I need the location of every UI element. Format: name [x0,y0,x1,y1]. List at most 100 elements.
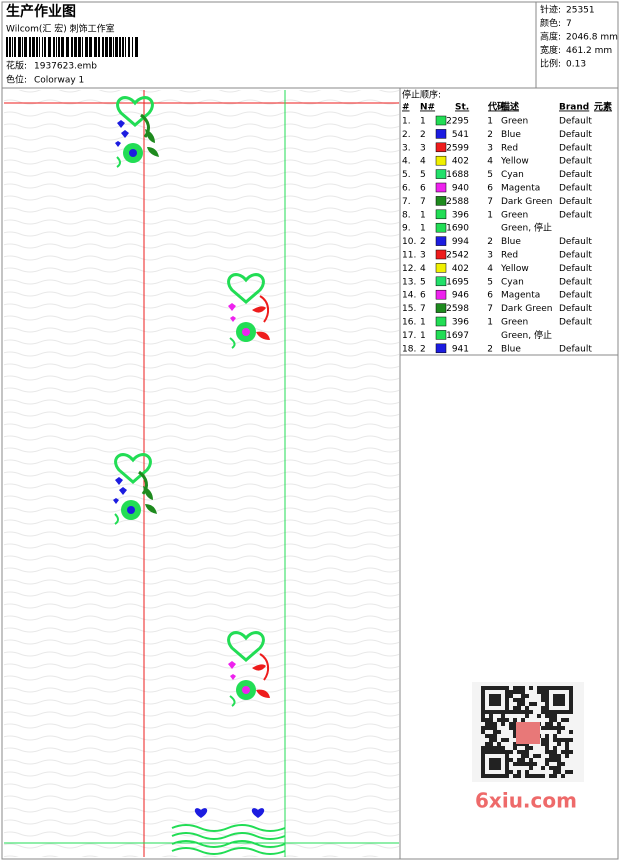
row-number: 12. [402,264,416,274]
qr-module [529,702,533,706]
description: Green, 停止 [501,329,552,341]
row-number: 14. [402,291,416,301]
description: Green [501,210,528,220]
bar [61,37,64,57]
qr-module [541,686,545,690]
qr-module [505,690,509,694]
qr-module [553,774,557,778]
stat-value: 25351 [566,6,595,16]
needle: 7 [420,304,426,314]
bar [85,37,88,57]
bar [71,37,73,57]
qr-module [489,734,493,738]
qr-module [489,750,493,754]
qr-module [489,742,493,746]
qr-module [481,698,485,702]
row-number: 3. [402,143,411,153]
stat-value: 0.13 [566,60,586,70]
hearts [194,808,265,818]
qr-module [513,726,517,730]
qr-module [485,734,489,738]
qr-module [553,738,557,742]
bar [98,37,100,57]
qr-module [509,726,513,730]
qr-module [481,710,485,714]
qr-module [509,694,513,698]
qr-module [557,710,561,714]
needle: 2 [420,344,426,354]
qr-module [561,726,565,730]
bar [132,37,133,57]
needle: 5 [420,170,426,180]
qr-module [517,702,521,706]
bar [82,37,83,57]
qr-module [529,758,533,762]
column-header: 描述 [501,101,519,113]
qr-module [557,738,561,742]
qr-module [553,734,557,738]
qr-module [513,746,517,750]
qr-module [565,746,569,750]
qr-module [553,714,557,718]
qr-module [561,702,565,706]
needle: 1 [420,117,426,127]
qr-module [493,734,497,738]
qr-module [485,750,489,754]
qr-module [565,750,569,754]
qr-module [481,750,485,754]
qr-module [541,742,545,746]
row-number: 2. [402,130,411,140]
description: Yellow [500,264,529,274]
qr-module [557,698,561,702]
qr-module [565,742,569,746]
description: Blue [501,344,521,354]
color-swatch [435,155,447,166]
color-swatch [435,263,447,273]
needle: 6 [420,184,426,194]
color-swatch [435,276,447,287]
code: 3 [487,143,493,153]
qr-module [513,730,517,734]
row-number: 18. [402,344,416,354]
stat-value: 2046.8 mm [566,33,618,43]
qr-module [505,750,509,754]
qr-module [481,690,485,694]
stat-value: 461.2 mm [566,46,612,56]
stat-label: 高度: [540,31,561,43]
qr-module [481,774,485,778]
qr-module [521,702,525,706]
qr-module [485,726,489,730]
qr-module [541,698,545,702]
qr-module [521,690,525,694]
row-number: 10. [402,237,416,247]
row-number: 16. [402,318,416,328]
qr-module [521,758,525,762]
qr-module [545,706,549,710]
description: Dark Green [501,304,552,314]
description: Green, 停止 [501,222,552,234]
qr-module [565,718,569,722]
bar [24,37,27,57]
qr-module [509,770,513,774]
qr-module [549,750,553,754]
qr-module [513,734,517,738]
qr-module [485,710,489,714]
qr-module [509,750,513,754]
description: Cyan [501,170,524,180]
qr-module [553,702,557,706]
qr-module [501,746,505,750]
bar [105,37,108,57]
qr-module [529,774,533,778]
needle: 5 [420,277,426,287]
qr-module [549,774,553,778]
qr-module [533,754,537,758]
qr-module [493,762,497,766]
needle: 1 [420,318,426,328]
color-swatch [435,129,447,139]
row-number: 11. [402,251,416,261]
color-swatch [435,169,447,179]
qr-module [553,698,557,702]
qr-module [561,698,565,702]
stitches: 940 [452,184,469,194]
code: 4 [487,264,493,274]
